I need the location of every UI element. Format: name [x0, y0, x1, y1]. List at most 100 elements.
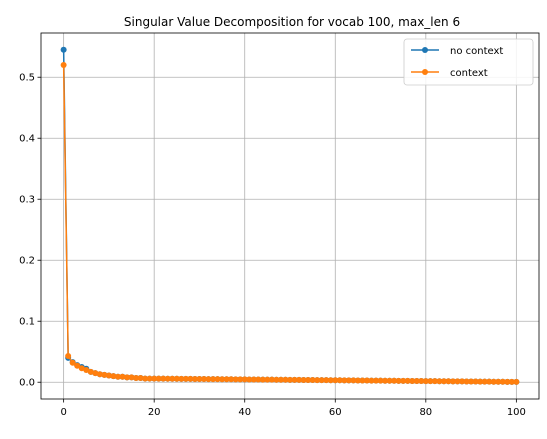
data-point-context: [436, 378, 443, 385]
data-point-context: [133, 374, 140, 381]
data-point-context: [114, 373, 121, 380]
data-point-context: [486, 378, 493, 385]
data-point-context: [309, 377, 316, 384]
data-point-context: [96, 371, 103, 378]
data-point-context: [142, 375, 149, 382]
data-point-context: [477, 378, 484, 385]
data-point-context: [409, 377, 416, 384]
data-point-context: [128, 374, 135, 381]
grid-lines: [41, 33, 539, 399]
plot-series: [60, 46, 520, 385]
data-point-context: [182, 375, 189, 382]
data-point-context: [368, 377, 375, 384]
data-point-context: [327, 377, 334, 384]
y-tick-label: 0.0: [19, 378, 35, 389]
y-tick-label: 0.1: [19, 317, 35, 328]
data-point-context: [124, 374, 131, 381]
data-point-context: [508, 378, 515, 385]
data-point-context: [237, 376, 244, 383]
data-point-context: [273, 376, 280, 383]
x-tick-label: 60: [329, 407, 342, 418]
data-point-context: [105, 372, 112, 379]
data-point-context: [495, 378, 502, 385]
legend-label-no-context: no context: [450, 46, 503, 57]
data-point-context: [169, 375, 176, 382]
data-point-context: [513, 378, 520, 385]
data-point-context: [219, 376, 226, 383]
y-axis: 0.0 0.1 0.2 0.3 0.4 0.5: [19, 73, 41, 389]
data-point-context: [449, 378, 456, 385]
data-point-context: [151, 375, 158, 382]
x-tick-label: 20: [148, 407, 161, 418]
data-point-context: [241, 376, 248, 383]
data-point-context: [350, 377, 357, 384]
data-point-context: [228, 376, 235, 383]
data-point-context: [259, 376, 266, 383]
y-tick-label: 0.5: [19, 73, 35, 84]
data-point-context: [264, 376, 271, 383]
data-point-context: [187, 375, 194, 382]
data-point-context: [160, 375, 167, 382]
data-point-context: [345, 377, 352, 384]
data-point-context: [205, 376, 212, 383]
data-point-context: [354, 377, 361, 384]
data-point-context: [155, 375, 162, 382]
data-point-context: [287, 376, 293, 383]
x-axis: 0 20 40 60 80 100: [60, 399, 526, 418]
data-point-context: [246, 376, 253, 383]
data-point-context: [282, 376, 289, 383]
x-tick-label: 0: [60, 407, 66, 418]
data-point-context: [173, 375, 180, 382]
data-point-context: [332, 377, 339, 384]
data-point-context: [74, 362, 81, 369]
data-point-context: [386, 377, 393, 384]
data-point-context: [472, 378, 479, 385]
legend-marker-context: [422, 69, 428, 75]
data-point-context: [101, 371, 108, 378]
data-point-context: [78, 365, 85, 372]
data-point-context: [268, 376, 275, 383]
data-point-context: [210, 376, 217, 383]
data-point-context: [373, 377, 380, 384]
data-point-context: [164, 375, 171, 382]
y-tick-label: 0.3: [19, 195, 35, 206]
data-point-context: [404, 377, 411, 384]
data-point-context: [445, 378, 452, 385]
data-point-context: [504, 378, 511, 385]
x-tick-label: 100: [507, 407, 526, 418]
data-point-context: [431, 378, 438, 385]
data-point-context: [214, 376, 221, 383]
data-point-context: [359, 377, 366, 384]
data-point-context: [196, 375, 203, 382]
data-point-context: [427, 378, 434, 385]
data-point-context: [454, 378, 461, 385]
y-tick-label: 0.4: [19, 134, 35, 145]
data-point-context: [250, 376, 257, 383]
data-point-no-context: [60, 46, 67, 53]
data-point-context: [119, 373, 126, 380]
data-point-context: [336, 377, 343, 384]
data-point-context: [92, 370, 99, 377]
data-point-context: [391, 377, 398, 384]
plot-frame: [40, 32, 540, 400]
data-point-context: [418, 378, 425, 385]
data-point-context: [413, 377, 420, 384]
data-point-context: [110, 373, 117, 380]
data-point-context: [377, 377, 384, 384]
data-point-context: [200, 376, 207, 383]
data-point-context: [323, 377, 330, 384]
data-point-context: [363, 377, 370, 384]
data-point-context: [314, 377, 321, 384]
data-point-context: [395, 377, 402, 384]
data-point-context: [146, 375, 153, 382]
data-point-context: [422, 378, 429, 385]
data-point-context: [191, 375, 198, 382]
data-point-context: [232, 376, 239, 383]
data-point-context: [60, 62, 67, 69]
data-point-context: [296, 376, 303, 383]
data-point-context: [463, 378, 470, 385]
data-point-context: [137, 374, 144, 381]
data-point-context: [291, 376, 298, 383]
data-point-context: [69, 359, 76, 366]
